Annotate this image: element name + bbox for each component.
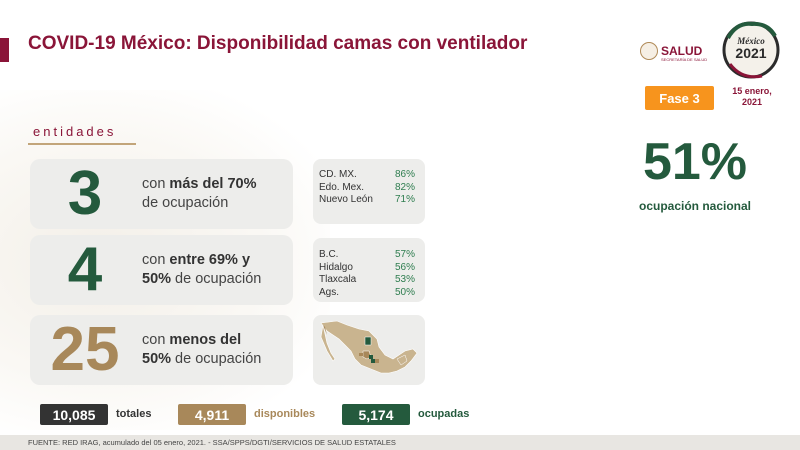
- desc-bold: más del 70%: [169, 176, 257, 192]
- group-count: 25: [50, 315, 120, 384]
- state-list-high: CD. MX. 86% Edo. Mex. 82% Nuevo León 71%: [313, 159, 425, 224]
- group-description: con entre 69% y 50% de ocupación: [142, 235, 292, 305]
- group-description: con menos del 50% de ocupación: [142, 315, 292, 385]
- group-card-mid: 4 con entre 69% y 50% de ocupación: [30, 235, 293, 305]
- desc-line-2: de ocupación: [171, 271, 262, 287]
- occupied-label: ocupadas: [418, 408, 470, 420]
- state-list-mid: B.C. 57% Hidalgo 56% Tlaxcala 53% Ags. 50%: [313, 238, 425, 302]
- state-row: Edo. Mex. 82%: [319, 182, 415, 195]
- group-count: 4: [67, 235, 103, 304]
- group-card-low: 25 con menos del 50% de ocupación: [30, 315, 293, 385]
- desc-line-2-bold: 50%: [142, 271, 172, 287]
- salud-logo: SALUD SECRETARÍA DE SALUD: [640, 40, 715, 62]
- seal-text-year: 2021: [735, 45, 766, 61]
- salud-logo-subtext: SECRETARÍA DE SALUD: [661, 57, 708, 62]
- state-name: CD. MX.: [319, 169, 357, 180]
- section-label: entidades: [33, 124, 117, 139]
- desc-prefix: con: [142, 176, 170, 192]
- state-pct: 82%: [394, 181, 415, 193]
- state-pct: 56%: [394, 261, 415, 273]
- desc-prefix: con: [142, 332, 170, 348]
- desc-line-2: de ocupación: [171, 351, 262, 367]
- mexico-map-card: [313, 315, 425, 385]
- desc-line-2-bold: 50%: [142, 351, 172, 367]
- state-row: CD. MX. 86%: [319, 169, 415, 182]
- title-accent-bar: [0, 38, 9, 62]
- national-occupancy-label: ocupación nacional: [638, 199, 752, 213]
- desc-bold: entre 69% y: [169, 252, 251, 268]
- section-underline: [28, 143, 136, 145]
- available-value-box: 4,911: [178, 404, 246, 425]
- state-name: Tlaxcala: [319, 274, 357, 285]
- available-label: disponibles: [254, 408, 316, 420]
- total-value-box: 10,085: [40, 404, 108, 425]
- state-row: B.C. 57%: [319, 249, 415, 262]
- state-name: Edo. Mex.: [319, 181, 365, 193]
- desc-line-2: de ocupación: [142, 195, 229, 211]
- state-pct: 86%: [394, 169, 415, 180]
- source-footer: FUENTE: RED IRAG, acumulado del 05 enero…: [0, 435, 800, 450]
- state-name: Ags.: [319, 286, 340, 298]
- eagle-emblem-icon: [640, 42, 658, 60]
- group-count: 3: [67, 159, 103, 228]
- group-card-high: 3 con más del 70% de ocupación: [30, 159, 293, 229]
- date-line-1: 15 enero,: [732, 86, 772, 96]
- state-name: Hidalgo: [319, 261, 353, 273]
- mexico-2021-seal-icon: México 2021: [722, 21, 780, 79]
- report-date: 15 enero, 2021: [724, 86, 780, 108]
- national-occupancy-value: 51%: [642, 133, 748, 191]
- total-label: totales: [116, 408, 152, 420]
- phase-badge: Fase 3: [645, 86, 714, 110]
- mexico-map-icon: [320, 320, 418, 374]
- state-row: Nuevo León 71%: [319, 194, 415, 207]
- state-row: Tlaxcala 53%: [319, 274, 415, 287]
- state-name: B.C.: [319, 249, 339, 260]
- state-pct: 71%: [394, 194, 415, 205]
- state-row: Hidalgo 56%: [319, 262, 415, 275]
- seal-text-top: México: [736, 36, 765, 46]
- state-pct: 50%: [394, 286, 415, 298]
- group-description: con más del 70% de ocupación: [142, 159, 292, 229]
- state-pct: 53%: [394, 274, 415, 285]
- state-pct: 57%: [394, 249, 415, 260]
- desc-bold: menos del: [169, 332, 242, 348]
- state-name: Nuevo León: [319, 194, 373, 205]
- desc-prefix: con: [142, 252, 170, 268]
- date-line-2: 2021: [741, 97, 763, 107]
- occupied-value-box: 5,174: [342, 404, 410, 425]
- state-row: Ags. 50%: [319, 287, 415, 300]
- salud-logo-text: SALUD: [661, 44, 703, 58]
- page-title: COVID-19 México: Disponibilidad camas co…: [28, 33, 528, 54]
